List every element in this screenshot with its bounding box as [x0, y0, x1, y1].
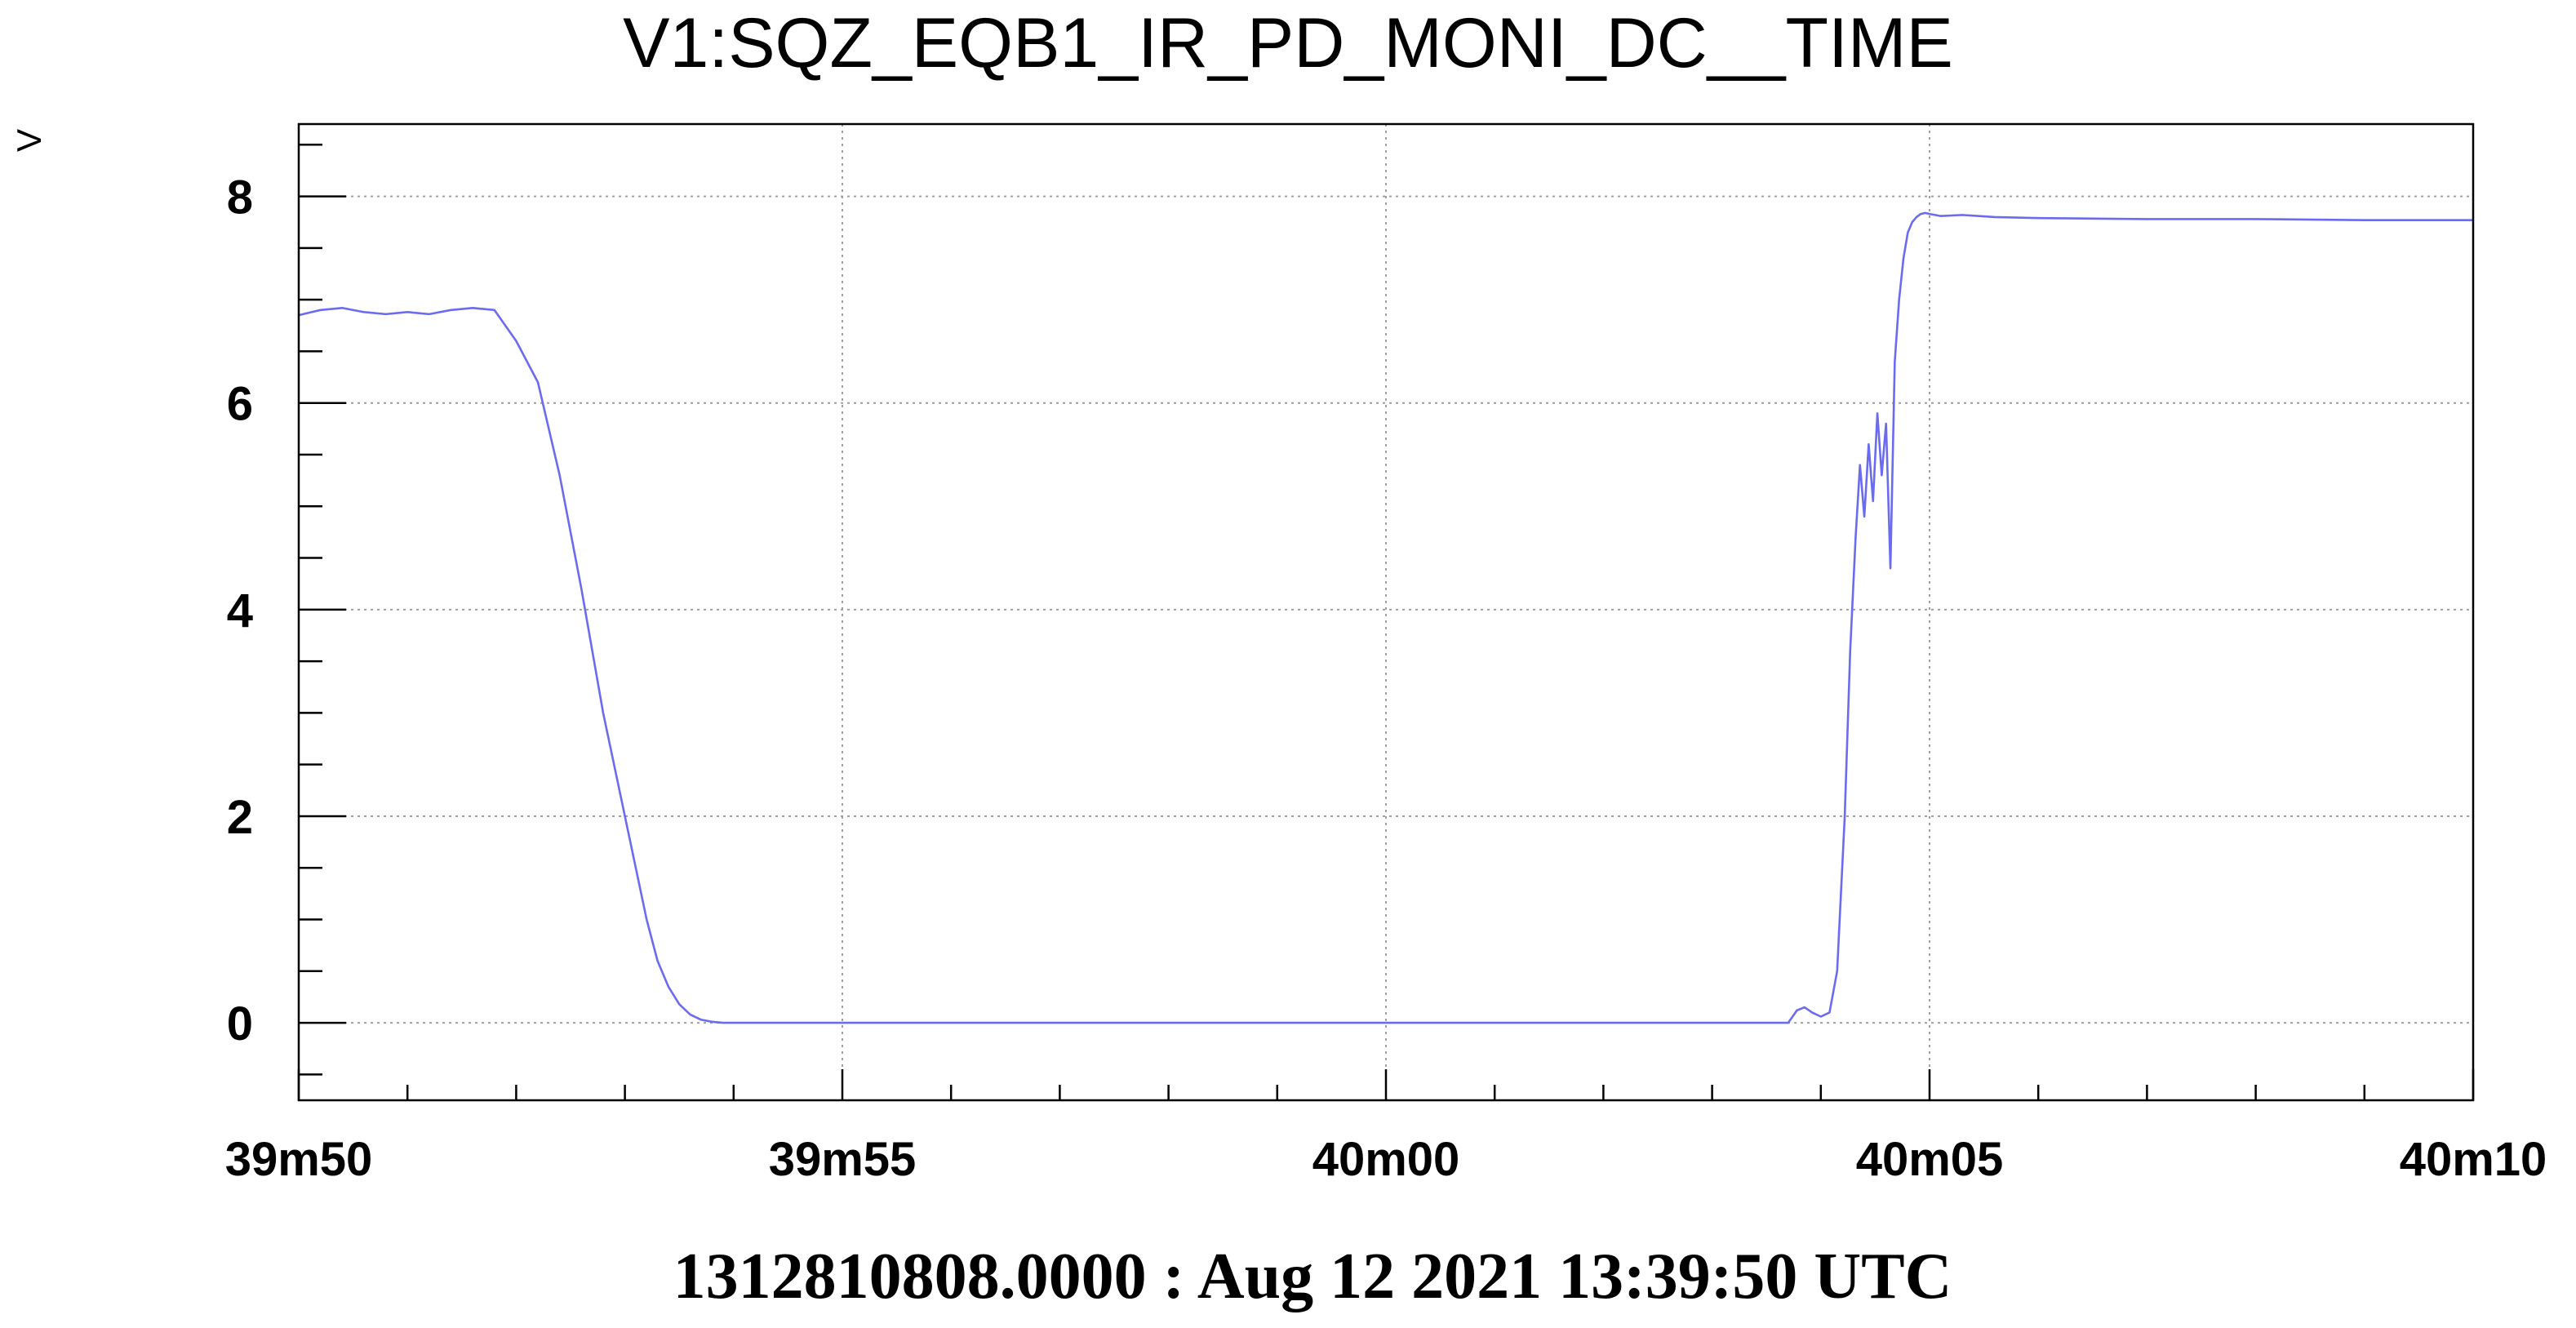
y-tick-label: 0 [227, 997, 253, 1050]
x-tick-label: 39m55 [769, 1133, 917, 1186]
chart-title: V1:SQZ_EQB1_IR_PD_MONI_DC__TIME [623, 4, 1953, 82]
x-tick-label: 40m00 [1312, 1133, 1460, 1186]
x-tick-label: 39m50 [225, 1133, 373, 1186]
y-tick-label: 4 [227, 584, 253, 637]
y-tick-label: 8 [227, 171, 253, 224]
x-tick-label: 40m10 [2400, 1133, 2547, 1186]
plot-frame [297, 122, 2475, 1102]
x-tick-label: 40m05 [1856, 1133, 2004, 1186]
footer-timestamp: 1312810808.0000 : Aug 12 2021 13:39:50 U… [673, 1241, 1952, 1312]
y-tick-label: 6 [227, 378, 253, 431]
series-line [298, 211, 2473, 1024]
tick-labels: 39m50 39m55 40m00 40m05 40m10 0 2 4 6 8 [225, 171, 2547, 1186]
minor-ticks [299, 144, 2366, 1100]
y-tick-label: 2 [227, 791, 253, 844]
y-axis-label: V [10, 129, 48, 152]
grid-lines [299, 124, 2473, 1100]
series-layer [298, 211, 2473, 1024]
